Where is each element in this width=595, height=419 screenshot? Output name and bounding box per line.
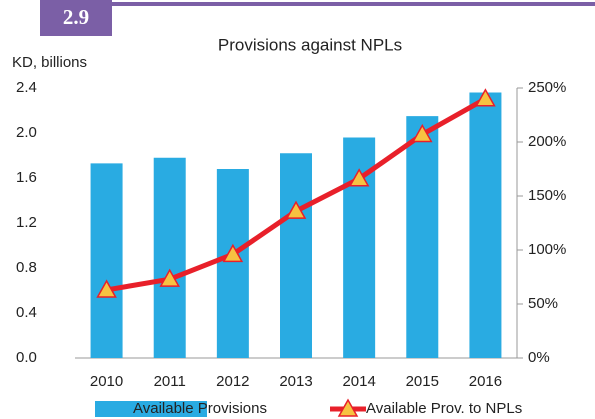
x-tick-label: 2016 <box>469 373 502 390</box>
marker <box>96 279 117 298</box>
marker <box>475 88 496 107</box>
x-tick-label: 2013 <box>279 373 312 390</box>
x-tick-label: 2015 <box>406 373 439 390</box>
marker <box>222 243 244 263</box>
chart-title: Provisions against NPLs <box>218 35 402 54</box>
header-rule <box>112 2 595 6</box>
badge-box <box>40 0 112 36</box>
y2-tick-label: 100% <box>528 241 566 258</box>
bar <box>216 169 249 358</box>
marker <box>159 268 180 287</box>
bar <box>90 163 123 358</box>
figure-number: 2.9 <box>63 5 89 29</box>
legend-swatch <box>95 401 207 417</box>
x-tick-label: 2010 <box>90 373 123 390</box>
y2-tick-label: 150% <box>528 187 566 204</box>
x-tick-label: 2014 <box>342 373 375 390</box>
bar <box>153 157 186 358</box>
y-tick-label: 0.4 <box>16 304 37 321</box>
marker <box>348 168 370 187</box>
y-tick-label: 1.2 <box>16 214 37 231</box>
y-tick-label: 0.0 <box>16 349 37 366</box>
y2-tick-label: 50% <box>528 295 558 312</box>
x-tick-label: 2011 <box>154 373 186 390</box>
bar <box>469 92 502 358</box>
legend-label: Available Prov. to NPLs <box>366 400 522 417</box>
bar <box>406 116 439 358</box>
legend-label: Available Provisions <box>133 400 267 417</box>
y2-tick-label: 0% <box>528 349 550 366</box>
y-axis-label: KD, billions <box>12 54 87 71</box>
x-tick-label: 2012 <box>216 373 249 390</box>
marker <box>412 123 433 143</box>
y-tick-label: 2.0 <box>16 124 37 141</box>
y2-tick-label: 250% <box>528 79 566 96</box>
y-tick-label: 1.6 <box>16 169 37 186</box>
legend-marker <box>337 398 359 417</box>
marker <box>285 200 307 219</box>
y-tick-label: 0.8 <box>16 259 37 276</box>
bar <box>280 153 312 358</box>
y-tick-label: 2.4 <box>16 79 37 96</box>
y2-tick-label: 200% <box>528 133 566 150</box>
